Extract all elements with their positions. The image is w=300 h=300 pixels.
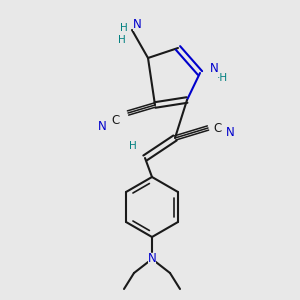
Text: ·H: ·H (216, 73, 228, 83)
Text: C: C (112, 113, 120, 127)
Text: N: N (133, 17, 141, 31)
Text: N: N (98, 119, 106, 133)
Text: H: H (120, 23, 128, 33)
Text: C: C (214, 122, 222, 134)
Text: N: N (148, 253, 156, 266)
Text: N: N (226, 127, 234, 140)
Text: N: N (210, 61, 218, 74)
Text: H: H (118, 35, 126, 45)
Text: H: H (129, 141, 137, 151)
